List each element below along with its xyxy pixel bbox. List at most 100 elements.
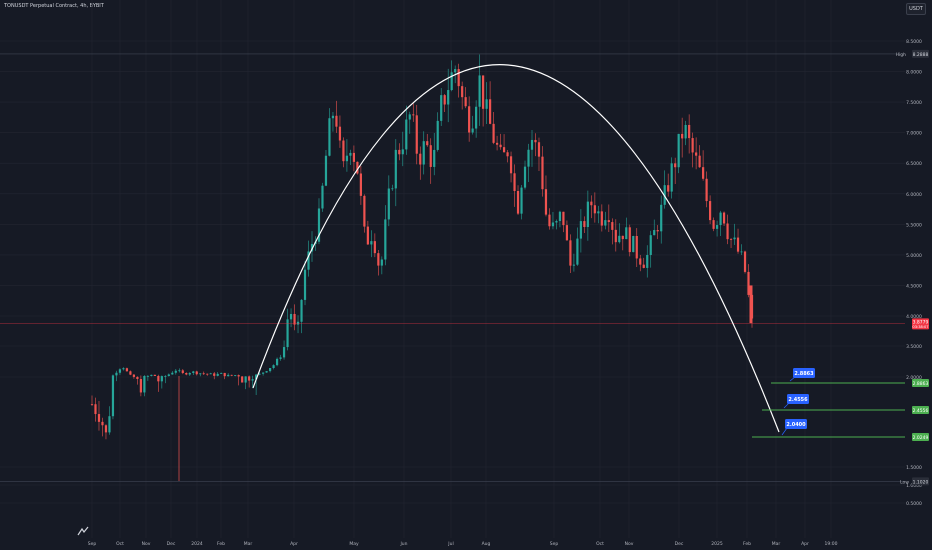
y-tick-label: 1.0000: [906, 483, 922, 489]
candle-body: [331, 115, 335, 119]
candle-body: [111, 375, 115, 417]
x-tick-label: Oct: [596, 541, 604, 547]
candle-body: [702, 167, 705, 179]
candle-body: [726, 223, 729, 240]
candle-body: [719, 212, 722, 226]
candle-body: [289, 313, 293, 320]
candle-body: [607, 220, 610, 223]
target-axis-tag: [912, 406, 929, 414]
x-tick-label: Apr: [801, 541, 809, 547]
y-tick-label: 5.0000: [906, 253, 922, 259]
target-label-box[interactable]: [787, 394, 809, 404]
candle-body: [544, 189, 548, 215]
candle-body: [300, 299, 303, 322]
candle-body: [345, 155, 349, 162]
candle-body: [391, 188, 394, 190]
high-tag: [912, 49, 929, 58]
candle-body: [262, 372, 265, 374]
target-label: 2.4556: [788, 397, 808, 403]
target-axis-label: 2.0249: [913, 435, 929, 441]
target-axis-label: 2.8863: [913, 381, 929, 387]
candle-body: [475, 106, 478, 129]
candle-body: [429, 145, 432, 167]
target-axis-tag: [912, 379, 929, 387]
candle-body: [90, 404, 94, 405]
candle-body: [667, 185, 670, 192]
candle-body: [736, 237, 740, 252]
candle-body: [307, 251, 310, 270]
candle-body: [394, 149, 397, 189]
y-tick-label: 7.5000: [906, 100, 922, 106]
candle-body: [639, 258, 642, 265]
x-tick-label: Jun: [399, 541, 407, 547]
candle-body: [691, 138, 694, 153]
target-callout: [781, 427, 788, 436]
candle-body: [101, 421, 104, 426]
candle-body: [433, 149, 436, 167]
x-tick-label: 2024: [191, 541, 203, 547]
candle-body: [558, 211, 562, 222]
candle-body: [492, 123, 495, 143]
candle-body: [708, 201, 712, 221]
symbol-title: TONUSDT Perpetual Contract, 4h, BYBIT: [4, 3, 104, 9]
candle-body: [572, 264, 576, 266]
candle-body: [419, 153, 422, 165]
candle-body: [164, 375, 167, 377]
candle-body: [237, 375, 240, 377]
candle-body: [398, 149, 401, 155]
target-label-box[interactable]: [785, 419, 807, 429]
candle-body: [146, 375, 149, 377]
candle-body: [387, 188, 390, 220]
candle-body: [443, 95, 446, 105]
candle-body: [478, 75, 481, 107]
candle-body: [136, 376, 139, 380]
candle-body: [303, 269, 307, 300]
candle-body: [321, 185, 324, 209]
currency-selector[interactable]: USDT: [906, 3, 926, 15]
candle-body: [527, 149, 530, 167]
candle-body: [447, 90, 450, 105]
candle-body: [223, 372, 226, 377]
y-tick-label: 4.5000: [906, 283, 922, 289]
candle-body: [206, 373, 209, 375]
candle-body: [282, 347, 286, 358]
candle-body: [153, 374, 156, 376]
x-tick-label: Mar: [244, 541, 253, 547]
candle-body: [653, 230, 656, 236]
candle-body: [356, 161, 359, 174]
candle-body: [461, 86, 464, 98]
candle-body: [495, 142, 499, 145]
candle-body: [317, 208, 321, 242]
y-tick-label: 1.5000: [906, 465, 922, 471]
candle-body: [660, 204, 663, 232]
candle-body: [213, 373, 216, 376]
candle-body: [569, 240, 572, 266]
candle-body: [698, 155, 701, 168]
target-label: 2.8863: [794, 371, 814, 377]
candle-body: [729, 239, 733, 240]
candle-body: [688, 124, 691, 139]
target-label-box[interactable]: [793, 368, 815, 378]
candle-body: [129, 371, 132, 375]
candle-body: [740, 251, 743, 253]
high-label: High: [896, 52, 906, 58]
candle-body: [663, 185, 666, 205]
candle-body: [370, 241, 373, 245]
candle-body: [597, 211, 600, 214]
y-tick-label: 8.0000: [906, 70, 922, 76]
y-tick-label: 4.0000: [906, 314, 922, 320]
candle-body: [541, 156, 544, 190]
candle-body: [349, 152, 352, 156]
candle-body: [125, 368, 129, 372]
x-tick-label: Mar: [772, 541, 781, 547]
candle-body: [160, 376, 163, 382]
y-tick-label: 3.5000: [906, 344, 922, 350]
y-tick-label: 6.5000: [906, 161, 922, 167]
candle-body: [230, 374, 233, 376]
candle-body: [705, 178, 708, 202]
candle-body: [586, 201, 589, 228]
candle-body: [695, 152, 698, 156]
candle-body: [216, 373, 219, 376]
